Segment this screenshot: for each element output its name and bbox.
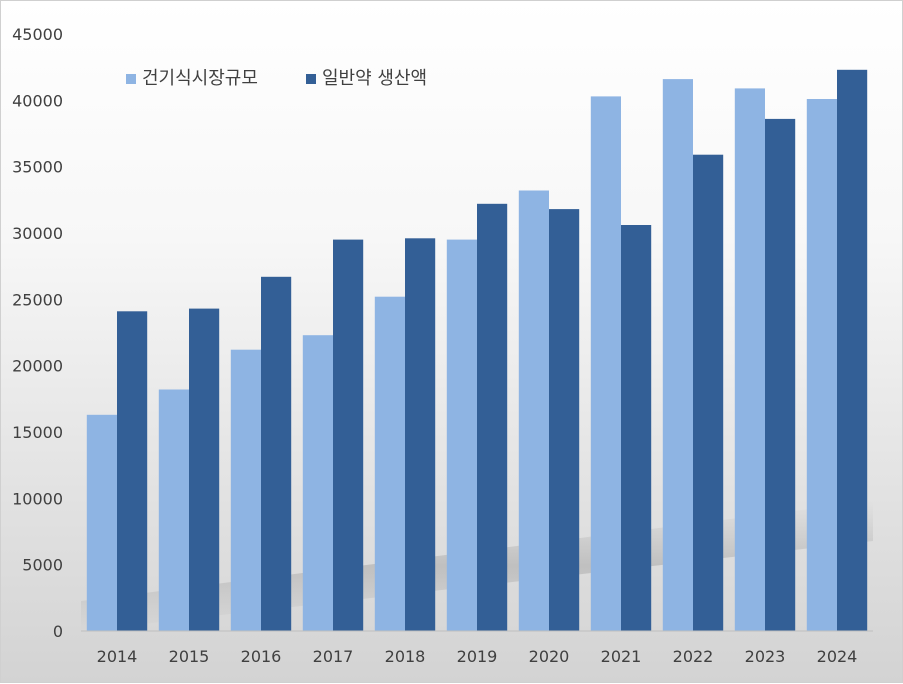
bar-series2-2015 — [189, 308, 220, 631]
bar-series2-2019 — [477, 203, 508, 632]
legend: 건기식시장규모 일반약 생산액 — [126, 68, 427, 89]
bar-series1-2020 — [518, 190, 549, 631]
bar-series2-2018 — [405, 238, 436, 632]
bar-series1-2021 — [590, 96, 621, 631]
bar-series1-2014 — [86, 414, 117, 631]
bar-series2-2017 — [333, 239, 364, 631]
x-tick-label: 2015 — [169, 647, 210, 666]
bar-series1-2018 — [374, 296, 405, 631]
bar-series1-2022 — [662, 79, 693, 632]
bar-series2-2024 — [837, 69, 868, 632]
x-tick-label: 2022 — [673, 647, 714, 666]
y-tick-label: 45000 — [12, 25, 63, 44]
bar-series2-2021 — [621, 225, 652, 631]
x-tick-label: 2024 — [817, 647, 858, 666]
x-tick-label: 2018 — [385, 647, 426, 666]
bar-series2-2016 — [261, 276, 292, 631]
bars — [86, 69, 868, 632]
x-axis: 2014 2015 2016 2017 2018 2019 2020 2021 2022 2023… — [81, 630, 873, 666]
bar-series2-2022 — [693, 154, 724, 631]
y-tick-label: 5000 — [22, 556, 63, 575]
legend-swatch — [306, 74, 316, 84]
y-axis: 0 5000 10000 15000 20000 25000 30000 35000 40000… — [12, 25, 63, 641]
legend-swatch — [126, 74, 136, 84]
legend-label: 건기식시장규모 — [142, 68, 258, 89]
y-tick-label: 10000 — [12, 489, 63, 508]
y-tick-label: 20000 — [12, 357, 63, 376]
x-tick-label: 2016 — [241, 647, 282, 666]
bar-series1-2023 — [734, 88, 765, 631]
y-tick-label: 0 — [53, 622, 63, 641]
bar-series1-2015 — [158, 389, 189, 631]
bar-series1-2017 — [302, 335, 333, 631]
y-tick-label: 30000 — [12, 224, 63, 243]
legend-label: 일반약 생산액 — [322, 68, 427, 89]
bar-series1-2019 — [446, 239, 477, 631]
y-tick-label: 40000 — [12, 91, 63, 110]
x-tick-label: 2019 — [457, 647, 498, 666]
bar-series1-2024 — [806, 99, 837, 631]
bar-series2-2023 — [765, 118, 796, 631]
y-tick-label: 25000 — [12, 290, 63, 309]
bar-series2-2014 — [117, 311, 148, 631]
x-tick-label: 2020 — [529, 647, 570, 666]
bar-series2-2020 — [549, 209, 580, 631]
x-tick-label: 2014 — [97, 647, 138, 666]
x-tick-label: 2017 — [313, 647, 354, 666]
x-tick-label: 2021 — [601, 647, 642, 666]
y-tick-label: 35000 — [12, 158, 63, 177]
bar-series1-2016 — [230, 349, 261, 631]
x-tick-label: 2023 — [745, 647, 786, 666]
y-tick-label: 15000 — [12, 423, 63, 442]
